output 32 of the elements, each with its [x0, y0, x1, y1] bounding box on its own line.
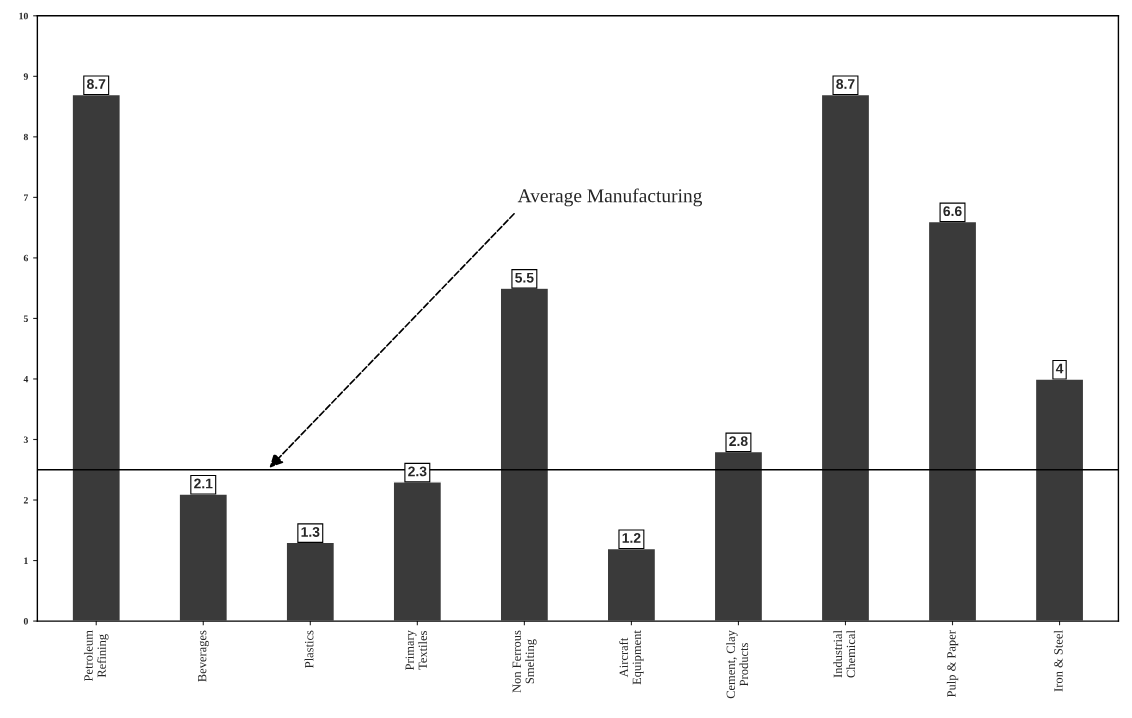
data-label: 2.3 [408, 466, 427, 477]
data-label: 4 [1055, 363, 1064, 374]
data-label: 2.1 [194, 478, 213, 489]
data-label: 6.6 [943, 206, 962, 217]
y-tick-label: 8 [23, 133, 29, 141]
data-label: 2.8 [729, 436, 748, 447]
x-tick-label: Primary Textiles [405, 630, 427, 671]
data-label: 1.2 [622, 533, 641, 543]
x-tick-label: Beverages [198, 630, 209, 682]
x-tick-label: Plastics [304, 630, 314, 668]
y-tick-label: 2 [23, 496, 28, 504]
data-label: 8.7 [87, 79, 106, 89]
y-tick-label: 7 [24, 194, 29, 201]
y-tick-label: 0 [23, 617, 28, 625]
x-tick-label: Non Ferrous Smelting [512, 630, 537, 693]
data-label: 1.3 [301, 527, 320, 537]
x-tick-label: Industrial Chemical [833, 630, 856, 678]
y-tick-label: 5 [23, 315, 28, 322]
y-tick-label: 6 [23, 254, 29, 262]
x-tick-label: Iron & Steel [1053, 630, 1063, 692]
data-label: 8.7 [836, 79, 855, 89]
y-tick-label: 1 [24, 557, 28, 564]
x-tick-label: Pulp & Paper [946, 630, 959, 698]
y-tick-label: 9 [23, 73, 28, 80]
y-tick-label: 10 [19, 12, 28, 20]
ref-line-label: Average Manufacturing [517, 188, 703, 207]
x-tick-label: Petroleum Refining [83, 630, 109, 682]
y-tick-label: 3 [23, 436, 28, 443]
data-label: 5.5 [515, 272, 534, 283]
y-tick-label: 4 [23, 375, 29, 383]
x-tick-label: Aircraft Equipment [619, 630, 644, 685]
x-tick-label: Cement, Clay Products [726, 630, 749, 699]
